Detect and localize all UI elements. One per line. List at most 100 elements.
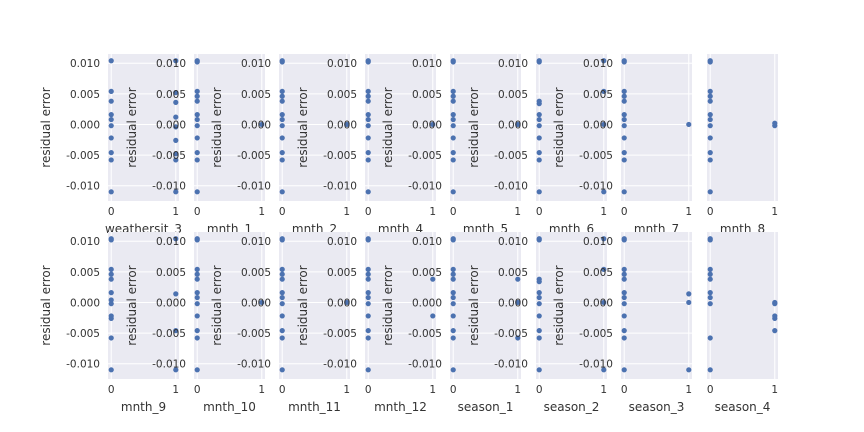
x-tick-label: 0 <box>194 206 201 218</box>
y-tick-label: 0.010 <box>156 236 186 248</box>
y-tick-label: -0.010 <box>408 181 442 193</box>
x-tick-label: 1 <box>258 384 265 396</box>
y-tick-label: 0.010 <box>241 236 271 248</box>
plot-area <box>279 232 350 379</box>
data-point <box>707 88 713 94</box>
data-point <box>108 116 114 123</box>
data-point <box>601 88 607 94</box>
data-point <box>279 88 285 94</box>
data-point <box>621 93 627 99</box>
y-tick-label: 0.000 <box>583 119 613 131</box>
plot-area <box>279 54 350 201</box>
data-point <box>173 89 179 96</box>
data-point <box>450 88 456 94</box>
data-point <box>450 328 456 334</box>
data-point <box>707 276 713 282</box>
data-point <box>194 150 200 156</box>
data-point <box>279 313 285 319</box>
y-axis-label: residual error <box>552 265 566 345</box>
subplot-weathersit_3: 0.010 0.005 0.000 -0.005 -0.010 residual erro… <box>39 54 182 236</box>
data-point <box>108 123 114 129</box>
plot-area <box>365 232 436 379</box>
data-point <box>108 335 114 341</box>
data-point <box>365 189 371 195</box>
data-point <box>621 116 627 123</box>
data-point <box>707 367 713 373</box>
x-tick-label: 1 <box>771 384 778 396</box>
x-tick-label: 1 <box>600 384 607 396</box>
data-point <box>515 276 521 282</box>
data-point <box>601 367 607 373</box>
data-point <box>365 116 371 123</box>
x-tick-label: 0 <box>108 384 115 396</box>
data-point <box>173 58 179 64</box>
data-point <box>365 150 371 156</box>
data-point <box>686 299 692 306</box>
data-point <box>686 291 692 297</box>
data-point <box>450 135 456 141</box>
data-point <box>279 266 285 272</box>
data-point <box>707 335 713 341</box>
data-point <box>621 301 627 307</box>
data-point <box>279 135 285 141</box>
y-tick-label: -0.010 <box>66 359 100 371</box>
data-point <box>173 367 179 373</box>
y-axis-label: residual error <box>381 265 395 345</box>
data-point <box>450 116 456 123</box>
data-point <box>450 266 456 272</box>
x-tick-label: 0 <box>536 384 543 396</box>
plot-area <box>194 54 265 201</box>
data-point <box>450 290 456 296</box>
plot-area <box>707 54 778 201</box>
data-point <box>108 271 114 277</box>
subplot-season_1: 0.010 0.005 0.000 -0.005 -0.010 residual erro… <box>381 232 521 414</box>
data-point <box>707 123 713 129</box>
data-point <box>621 112 627 118</box>
subplot-mnth_12: 0.010 0.005 0.000 -0.005 -0.010 residual erro… <box>296 232 436 414</box>
y-axis-label: residual error <box>296 87 310 167</box>
data-point <box>536 335 542 341</box>
y-axis-label: residual error <box>125 265 139 345</box>
data-point <box>279 328 285 334</box>
x-tick-label: 0 <box>707 206 714 218</box>
data-point <box>173 151 179 157</box>
subplot-mnth_4: 0.010 0.005 0.000 -0.005 -0.010 residual erro… <box>296 54 436 236</box>
data-point <box>621 135 627 141</box>
y-axis-label: residual error <box>125 87 139 167</box>
y-tick-label: 0.000 <box>327 119 357 131</box>
data-point <box>194 294 200 301</box>
data-point <box>194 335 200 341</box>
x-tick-label: 0 <box>450 384 457 396</box>
data-point <box>108 315 114 321</box>
data-point <box>194 123 200 129</box>
x-tick-label: 1 <box>685 206 692 218</box>
data-point <box>707 290 713 296</box>
y-tick-label: -0.005 <box>408 150 442 162</box>
data-point <box>344 121 350 128</box>
plot-area <box>108 232 179 379</box>
data-point <box>621 189 627 195</box>
data-point <box>365 112 371 118</box>
subplot-mnth_9: 0.010 0.005 0.000 -0.005 -0.010 residual erro… <box>39 232 179 414</box>
data-point <box>707 59 713 65</box>
data-point <box>601 236 607 242</box>
y-tick-label: 0.000 <box>498 119 528 131</box>
data-point <box>515 121 521 128</box>
data-point <box>772 315 778 321</box>
data-point <box>707 135 713 141</box>
data-point <box>108 290 114 296</box>
y-tick-label: -0.005 <box>579 150 613 162</box>
data-point <box>279 98 285 104</box>
data-point <box>621 59 627 65</box>
data-point <box>621 150 627 156</box>
y-axis-label: residual error <box>296 265 310 345</box>
data-point <box>365 135 371 141</box>
y-tick-label: 0.010 <box>70 58 100 70</box>
data-point <box>365 266 371 272</box>
data-point <box>108 112 114 118</box>
data-point <box>450 271 456 277</box>
data-point <box>686 121 692 128</box>
data-point <box>621 157 627 163</box>
data-point <box>601 121 607 128</box>
y-axis-label: residual error <box>381 87 395 167</box>
